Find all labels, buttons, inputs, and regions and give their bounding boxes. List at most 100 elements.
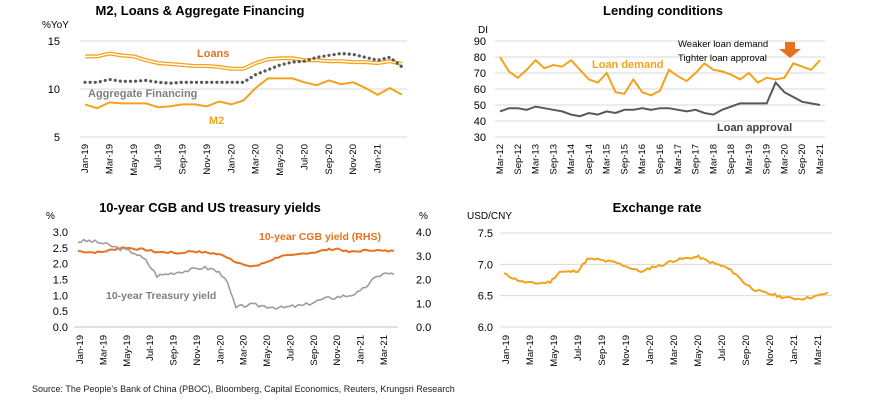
y-tick-label: 7.5 — [478, 228, 493, 240]
x-tick-label: Nov-20 — [765, 335, 776, 366]
series-treasury-yield — [77, 238, 395, 310]
x-tick-label: Sep-15 — [619, 144, 630, 175]
x-tick-label: Sep-17 — [691, 144, 702, 175]
x-tick-label: Sep-19 — [178, 144, 189, 175]
chart-bond-yields: 10-year CGB and US treasury yields% % 0.0 0… — [46, 200, 431, 367]
annotation-tighter-approval: Tighter loan approval — [678, 53, 767, 64]
y-tick-label: 7.0 — [478, 259, 493, 271]
y-tick-label-left: 1.0 — [53, 290, 68, 302]
x-tick-label: Jan-20 — [215, 335, 226, 364]
y-tick-label-left: 1.5 — [53, 275, 68, 287]
x-tick-label: Nov-19 — [192, 335, 203, 366]
x-tick-label: Mar-15 — [602, 144, 613, 174]
chart-exchange-rate: Exchange rate USD/CNY 6.0 6.5 7.0 7.5 Jan-19 Ma… — [467, 200, 832, 367]
y-axis-label-right: % — [419, 211, 428, 222]
y-tick-label-left: 3.0 — [53, 227, 68, 239]
chart-title: 10-year CGB and US treasury yields — [99, 200, 321, 215]
y-tick-label: 50 — [474, 100, 486, 112]
x-tick-label: May-19 — [122, 335, 133, 367]
annotation-cgb: 10-year CGB yield (RHS) — [259, 231, 381, 243]
x-tick-label: Jul-20 — [717, 335, 728, 361]
x-tick-label: Sep-14 — [584, 144, 595, 175]
y-tick-label-left: 0.5 — [53, 306, 68, 318]
y-tick-label-right: 2.0 — [416, 275, 431, 287]
y-tick-label-right: 4.0 — [416, 227, 431, 239]
x-tick-label: Mar-21 — [813, 335, 824, 365]
x-tick-label: Mar-12 — [495, 144, 506, 174]
series-aggregate-financing — [83, 51, 404, 85]
x-tick-label: Mar-19 — [98, 335, 109, 365]
y-tick-label: 5 — [54, 132, 60, 144]
x-tick-label: Jan-21 — [373, 144, 384, 173]
x-tick-label: Sep-20 — [309, 335, 320, 366]
chart-title: Lending conditions — [603, 3, 723, 18]
series-loan-approval — [499, 80, 821, 118]
y-tick-label-right: 1.0 — [416, 298, 431, 310]
x-tick-label: Mar-20 — [669, 335, 680, 365]
x-tick-label: Jan-20 — [645, 335, 656, 364]
x-tick-label: Mar-18 — [708, 144, 719, 174]
annotation-loan-approval: Loan approval — [717, 122, 792, 134]
x-tick-label: Jul-20 — [299, 144, 310, 170]
x-tick-label: Nov-19 — [202, 144, 213, 175]
series-cgb-yield — [77, 245, 395, 268]
x-tick-label: Sep-19 — [762, 144, 773, 175]
x-tick-label: Mar-13 — [531, 144, 542, 174]
x-tick-label: Jul-19 — [153, 144, 164, 170]
x-tick-label: Jul-19 — [573, 335, 584, 361]
x-tick-label: Sep-13 — [548, 144, 559, 175]
x-tick-label: Mar-20 — [251, 144, 262, 174]
y-tick-label: 70 — [474, 68, 486, 80]
x-tick-label: Nov-20 — [348, 144, 359, 175]
x-tick-label: Mar-20 — [779, 144, 790, 174]
x-tick-label: Jul-20 — [285, 335, 296, 361]
y-tick-label: 80 — [474, 52, 486, 64]
x-tick-label: Mar-21 — [815, 144, 826, 174]
x-tick-label: Jul-19 — [145, 335, 156, 361]
y-tick-label: 15 — [48, 36, 60, 48]
x-tick-label: Sep-16 — [655, 144, 666, 175]
y-tick-label-left: 2.0 — [53, 259, 68, 271]
x-tick-label: Sep-20 — [797, 144, 808, 175]
x-tick-label: Mar-19 — [744, 144, 755, 174]
source-note: Source: The People's Bank of China (PBOC… — [32, 384, 455, 394]
x-tick-label: Jan-21 — [789, 335, 800, 364]
chart-title: M2, Loans & Aggregate Financing — [96, 3, 305, 18]
annotation-weaker-demand: Weaker loan demand — [678, 39, 768, 50]
x-tick-label: May-19 — [129, 144, 140, 176]
x-tick-label: Mar-14 — [566, 144, 577, 174]
y-axis-label: DI — [478, 25, 488, 36]
y-tick-label: 30 — [474, 132, 486, 144]
x-tick-label: Sep-20 — [324, 144, 335, 175]
series-loans-inner — [85, 52, 403, 70]
x-tick-label: Mar-21 — [379, 335, 390, 365]
x-tick-label: Sep-12 — [513, 144, 524, 175]
annotation-m2: M2 — [209, 115, 224, 127]
x-tick-label: Mar-19 — [525, 335, 536, 365]
x-tick-label: Jan-19 — [80, 144, 91, 173]
y-tick-label-left: 2.5 — [53, 243, 68, 255]
y-tick-label: 40 — [474, 116, 486, 128]
y-tick-label: 6.5 — [478, 291, 493, 303]
series-usd-cny — [503, 254, 829, 301]
y-axis-label: %YoY — [42, 20, 69, 31]
chart-m2-loans-financing: M2, Loans & Aggregate Financing %YoY 5 10 15… — [42, 3, 407, 176]
y-tick-label: 60 — [474, 84, 486, 96]
x-tick-label: Mar-16 — [637, 144, 648, 174]
x-tick-label: May-19 — [549, 335, 560, 367]
annotation-loan-demand: Loan demand — [592, 59, 664, 71]
annotation-aggregate-financing: Aggregate Financing — [88, 88, 197, 100]
y-tick-label: 90 — [474, 36, 486, 48]
x-tick-label: May-20 — [275, 144, 286, 176]
x-tick-label: Sep-18 — [726, 144, 737, 175]
x-tick-label: Mar-17 — [673, 144, 684, 174]
x-tick-label: Jan-19 — [75, 335, 86, 364]
series-m2 — [84, 77, 403, 110]
y-tick-label: 10 — [48, 84, 60, 96]
y-axis-label-left: % — [46, 211, 55, 222]
x-tick-label: Jan-20 — [226, 144, 237, 173]
chart-lending-conditions: Lending conditions DI 30 40 50 60 70 80 90 Mar-12… — [474, 3, 826, 175]
y-tick-label-right: 0.0 — [416, 322, 431, 334]
x-tick-label: May-20 — [693, 335, 704, 367]
